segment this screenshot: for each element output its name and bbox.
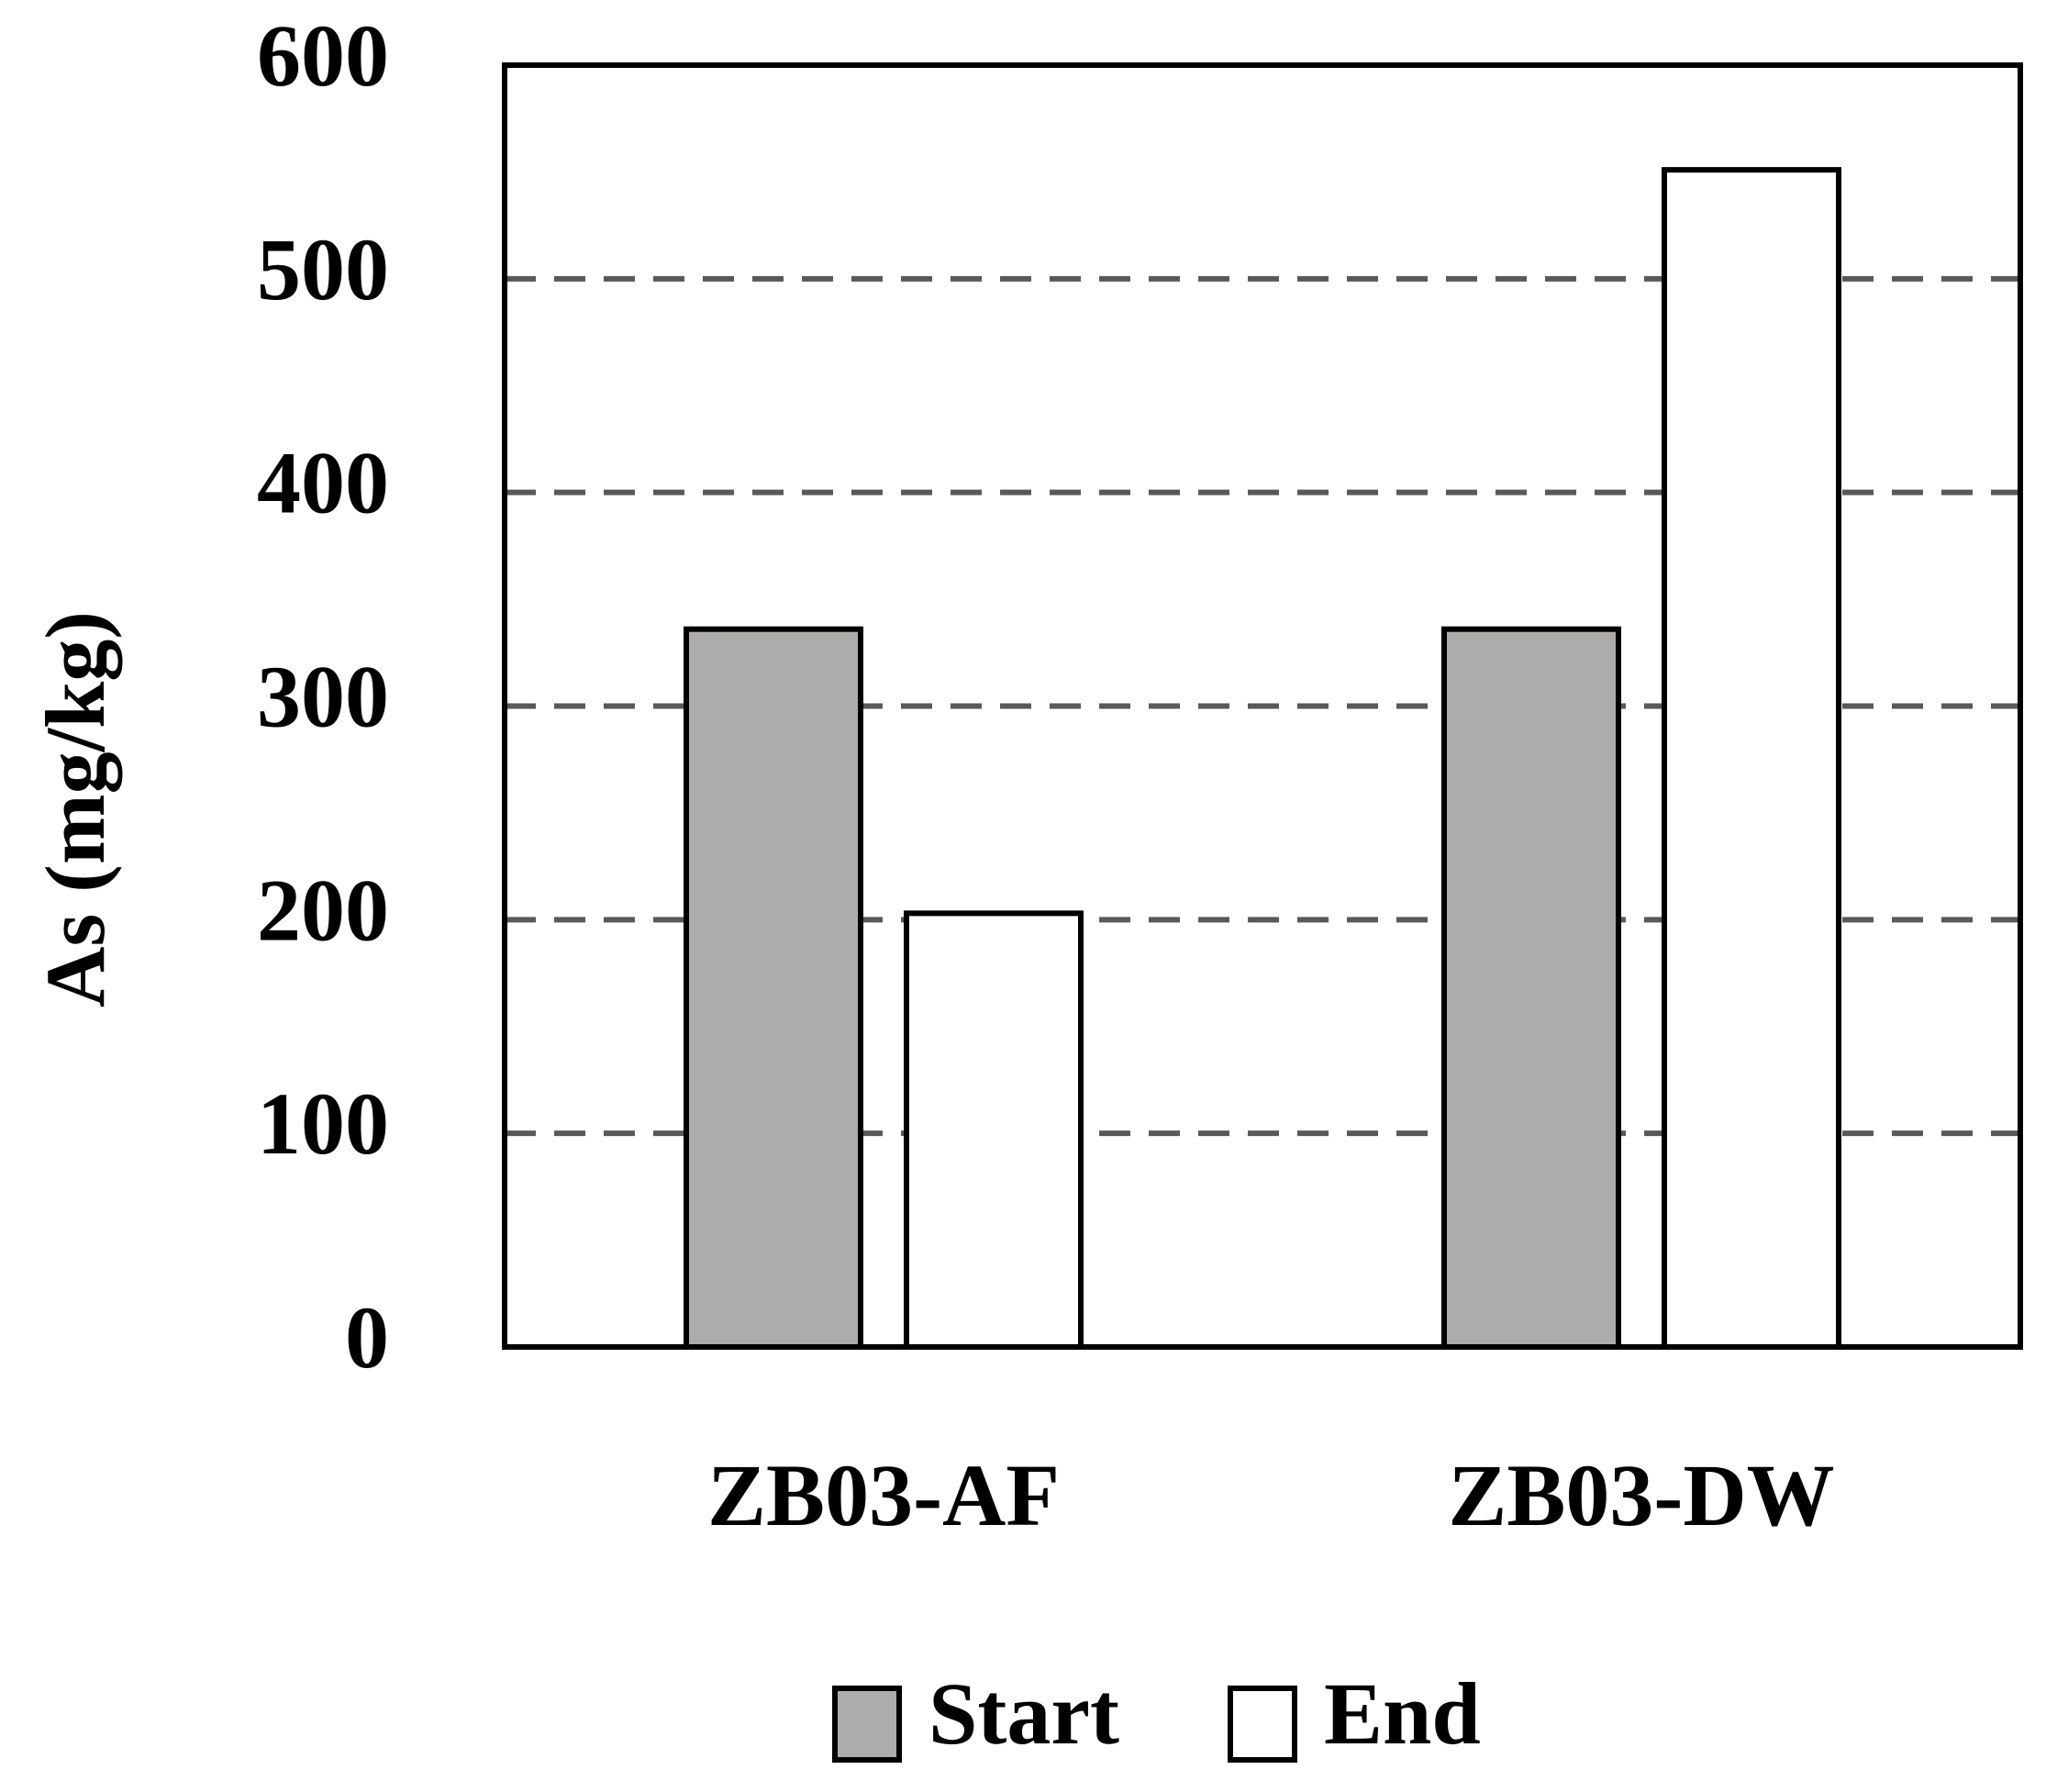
bar [1662,167,1841,1350]
y-tick-label: 500 [257,220,389,318]
y-tick-label: 0 [345,1288,389,1386]
x-tick-label: ZB03-DW [1448,1446,1834,1544]
x-tick-label: ZB03-AF [707,1446,1060,1544]
y-tick-label: 300 [257,648,389,746]
bar [904,910,1084,1350]
bar [1441,626,1621,1350]
y-tick-label: 200 [257,861,389,959]
legend-swatch [1228,1686,1297,1763]
bar [684,626,863,1350]
legend-label: Start [928,1664,1119,1763]
y-tick-label: 600 [257,6,389,105]
y-tick-label: 400 [257,434,389,532]
y-axis-label: As (mg/kg) [28,611,122,1007]
plot-frame [502,62,2023,1350]
legend-label: End [1324,1664,1481,1763]
y-tick-label: 100 [257,1074,389,1173]
legend-swatch [832,1686,902,1763]
